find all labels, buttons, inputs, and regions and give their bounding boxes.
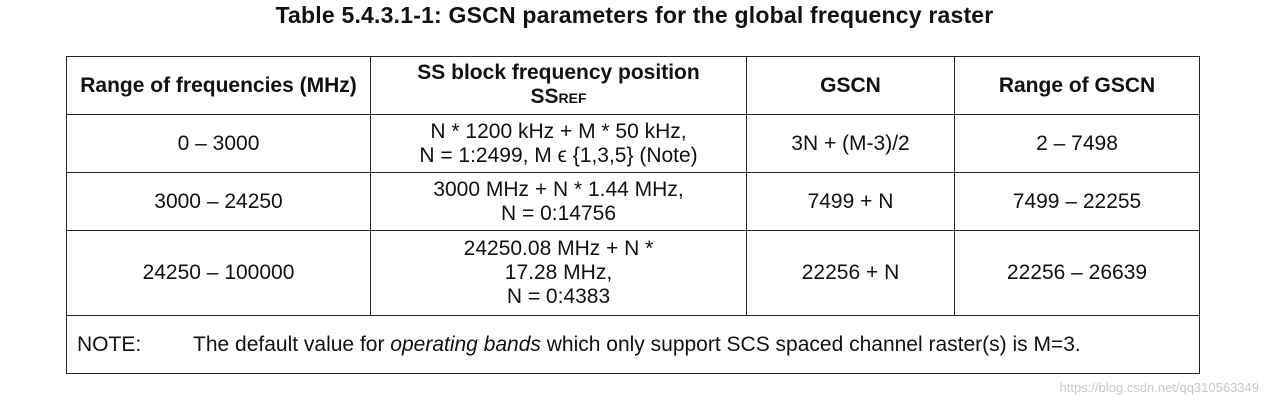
cell-position: N * 1200 kHz + M * 50 kHz, N = 1:2499, M…	[370, 114, 747, 173]
header-ref-subscript: REF	[558, 90, 587, 106]
note-row: NOTE: The default value for operating ba…	[66, 315, 1200, 374]
table-row: 24250 – 100000 24250.08 MHz + N * 17.28 …	[66, 230, 1200, 316]
note-text-before: The default value for	[193, 332, 391, 356]
cell-range: 3000 – 24250	[66, 172, 371, 231]
note-text-after: which only support SCS spaced channel ra…	[540, 332, 1081, 356]
header-row: Range of frequencies (MHz) SS block freq…	[66, 56, 1200, 115]
note-text-italic: operating bands	[390, 332, 541, 356]
note-text: The default value for operating bands wh…	[193, 333, 1191, 357]
watermark: https://blog.csdn.net/qq310563349	[1059, 380, 1260, 395]
cell-position: 24250.08 MHz + N * 17.28 MHz, N = 0:4383	[370, 230, 747, 316]
position-line: N * 1200 kHz + M * 50 kHz,	[430, 119, 687, 143]
header-range-of-gscn: Range of GSCN	[954, 56, 1200, 115]
position-line: 3000 MHz + N * 1.44 MHz,	[433, 177, 684, 201]
cell-gscn-range: 2 – 7498	[954, 114, 1200, 173]
cell-gscn: 22256 + N	[746, 230, 955, 316]
header-ss-block-line1: SS block frequency position	[417, 61, 700, 84]
position-line: N = 1:2499, M ϵ {1,3,5} (Note)	[419, 143, 698, 167]
cell-gscn: 3N + (M-3)/2	[746, 114, 955, 173]
note-cell: NOTE: The default value for operating ba…	[66, 315, 1200, 374]
position-line: 24250.08 MHz + N *	[463, 237, 654, 260]
cell-gscn: 7499 + N	[746, 172, 955, 231]
header-ssref: SSREF	[375, 85, 742, 110]
cell-range: 24250 – 100000	[66, 230, 371, 316]
cell-position: 3000 MHz + N * 1.44 MHz, N = 0:14756	[370, 172, 747, 231]
header-gscn: GSCN	[746, 56, 955, 115]
position-line: 17.28 MHz,	[504, 261, 613, 284]
table-caption: Table 5.4.3.1-1: GSCN parameters for the…	[275, 2, 994, 28]
note-label: NOTE:	[77, 332, 142, 356]
header-ss-block-position: SS block frequency position SSREF	[370, 56, 747, 115]
cell-range: 0 – 3000	[66, 114, 371, 173]
table-row: 0 – 3000 N * 1200 kHz + M * 50 kHz, N = …	[66, 114, 1200, 173]
position-line: N = 0:4383	[506, 285, 611, 308]
gscn-parameters-table: Range of frequencies (MHz) SS block freq…	[66, 56, 1200, 374]
cell-gscn-range: 7499 – 22255	[954, 172, 1200, 231]
cell-gscn-range: 22256 – 26639	[954, 230, 1200, 316]
table-row: 3000 – 24250 3000 MHz + N * 1.44 MHz, N …	[66, 172, 1200, 231]
position-line: N = 0:14756	[500, 201, 616, 225]
header-ss-text: SS	[530, 85, 559, 108]
header-range-of-frequencies: Range of frequencies (MHz)	[66, 56, 371, 115]
